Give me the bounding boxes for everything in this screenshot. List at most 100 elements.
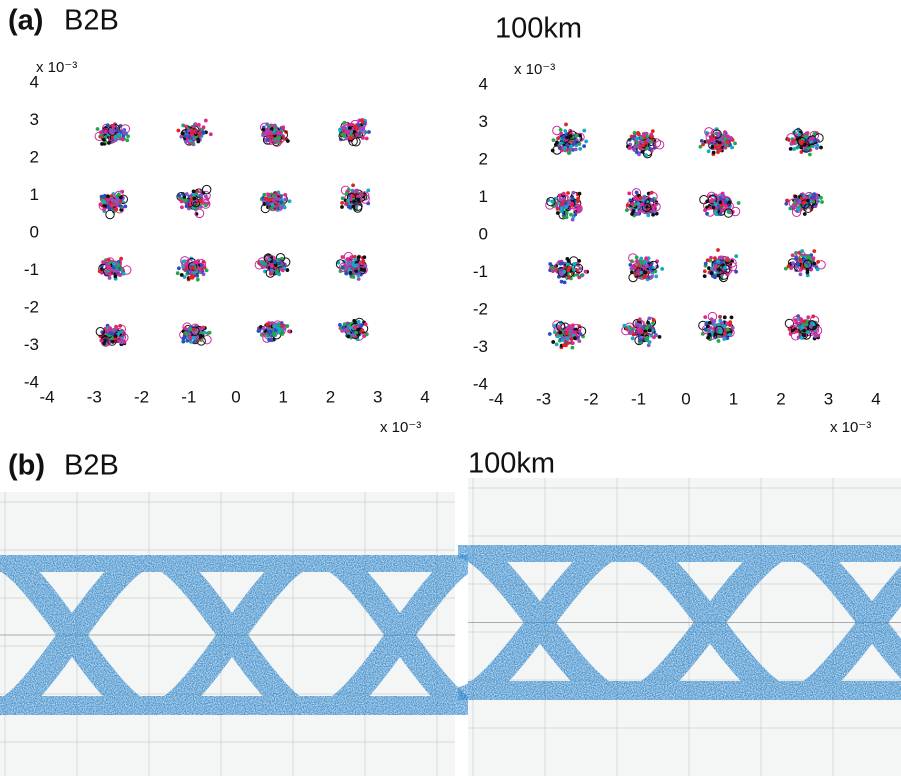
- sample-dot: [101, 260, 105, 264]
- sample-dot: [706, 258, 710, 262]
- sample-dot: [574, 147, 578, 151]
- sample-dot: [187, 135, 191, 139]
- sample-dot: [813, 132, 817, 136]
- sample-dot: [120, 341, 124, 345]
- sample-dot: [799, 258, 803, 262]
- sample-dot: [703, 274, 707, 278]
- sample-dot: [800, 196, 804, 200]
- sample-dot: [342, 325, 346, 329]
- sample-dot: [359, 324, 363, 328]
- sample-dot: [578, 267, 582, 271]
- sample-dot: [806, 315, 810, 319]
- sample-dot: [633, 131, 637, 135]
- sample-dot: [713, 332, 717, 336]
- sample-dot: [279, 206, 283, 210]
- sample-dot: [698, 145, 702, 149]
- sample-dot: [660, 267, 664, 271]
- sample-dot: [712, 206, 716, 210]
- x-tick-label: 3: [824, 389, 833, 408]
- sample-dot: [122, 272, 126, 276]
- sample-dot: [636, 202, 640, 206]
- sample-dot: [734, 254, 738, 258]
- sample-dot: [567, 259, 571, 263]
- sample-dot: [177, 266, 181, 270]
- sample-dot: [627, 191, 631, 195]
- constellation-cluster: [177, 185, 211, 217]
- sample-dot: [628, 146, 632, 150]
- sample-dot: [804, 135, 808, 139]
- sample-dot: [361, 120, 365, 124]
- sample-dot: [176, 129, 180, 133]
- sample-dot: [813, 334, 817, 338]
- sample-dot: [571, 341, 575, 345]
- sample-dot: [110, 131, 114, 135]
- sample-dot: [812, 262, 816, 266]
- sample-dot: [813, 139, 817, 143]
- sample-dot: [637, 327, 641, 331]
- sample-dot: [705, 199, 709, 203]
- constellation-cluster: [95, 122, 130, 145]
- y-tick-label: 0: [479, 224, 488, 243]
- sample-dot: [648, 340, 652, 344]
- x-tick-label: 2: [776, 389, 785, 408]
- sample-dot: [100, 142, 104, 146]
- sample-dot: [262, 262, 266, 266]
- sample-dot: [649, 266, 653, 270]
- sample-dot: [638, 323, 642, 327]
- sample-dot: [115, 269, 119, 273]
- sample-dot: [558, 198, 562, 202]
- sample-dot: [726, 328, 730, 332]
- sample-dot: [636, 131, 640, 135]
- sample-dot: [713, 256, 717, 260]
- sample-dot: [202, 131, 206, 135]
- sample-dot: [345, 272, 349, 276]
- sample-dot: [571, 346, 575, 350]
- sample-dot: [364, 322, 368, 326]
- sample-dot: [356, 194, 360, 198]
- constellation-cluster: [338, 118, 371, 145]
- sample-dot: [183, 327, 187, 331]
- sample-dot: [635, 190, 639, 194]
- sample-dot: [806, 330, 810, 334]
- sample-dot: [723, 324, 727, 328]
- sample-dot: [180, 273, 184, 277]
- sample-dot: [648, 329, 652, 333]
- x-tick-label: 4: [420, 387, 429, 406]
- sample-dot: [362, 255, 366, 259]
- x-tick-label: -3: [87, 387, 102, 406]
- sample-dot: [192, 193, 196, 197]
- sample-dot: [286, 139, 290, 143]
- sample-dot: [704, 262, 708, 266]
- sample-dot: [723, 266, 727, 270]
- sample-dot: [353, 125, 357, 129]
- sample-dot: [652, 318, 656, 322]
- sample-dot: [555, 141, 559, 145]
- sample-dot: [578, 192, 582, 196]
- sample-dot: [641, 140, 645, 144]
- sample-dot: [716, 248, 720, 252]
- sample-dot: [556, 211, 560, 215]
- sample-dot: [576, 205, 580, 209]
- sample-dot: [106, 123, 110, 127]
- constellation-cluster: [96, 324, 128, 347]
- chart-title: B2B: [64, 5, 119, 37]
- sample-dot: [354, 189, 358, 193]
- sample-dot: [565, 143, 569, 147]
- constellation-cluster: [260, 190, 292, 212]
- sample-dot: [281, 269, 285, 273]
- sample-dot: [626, 203, 630, 207]
- sample-dot: [800, 336, 804, 340]
- sample-dot: [192, 130, 196, 134]
- constellation-cluster: [698, 127, 736, 156]
- sample-dot: [206, 331, 210, 335]
- sample-ring: [203, 335, 211, 343]
- constellation-cluster: [626, 129, 664, 158]
- constellation-cluster: [99, 190, 128, 219]
- sample-dot: [643, 271, 647, 275]
- sample-dot: [551, 149, 555, 153]
- sample-dot: [550, 200, 554, 204]
- sample-dot: [356, 328, 360, 332]
- sample-dot: [707, 149, 711, 153]
- constellation-cluster: [785, 314, 822, 340]
- panel-label: (a): [8, 5, 43, 37]
